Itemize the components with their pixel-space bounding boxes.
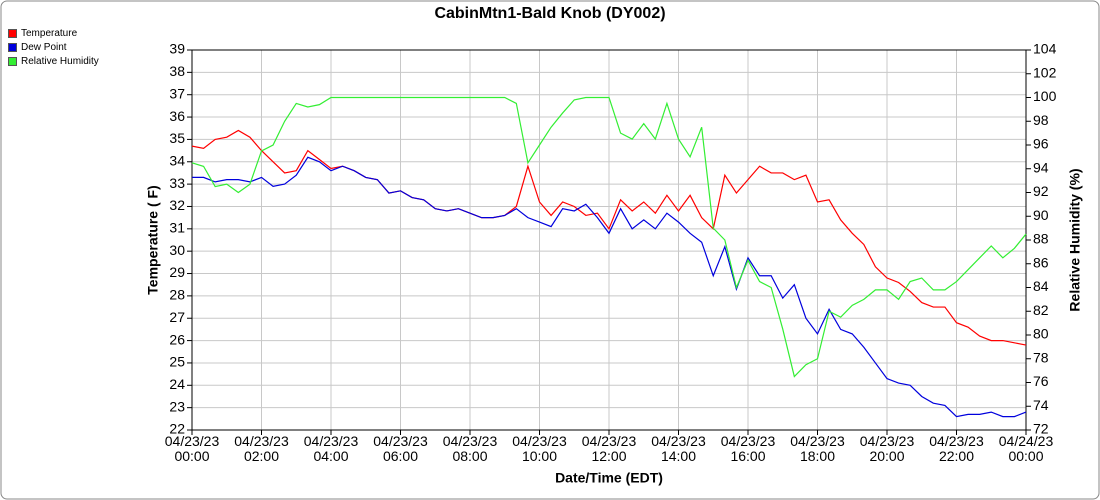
y-tick-label: 25	[169, 354, 185, 370]
y-tick-label: 23	[169, 398, 185, 414]
y-tick-label: 34	[169, 152, 185, 168]
legend-swatch	[8, 29, 17, 38]
y-tick-label: 39	[169, 41, 185, 57]
y2-tick-label: 92	[1033, 183, 1049, 199]
plot-area	[191, 49, 1027, 431]
legend-swatch	[8, 57, 17, 66]
y-tick-label: 38	[169, 63, 185, 79]
legend-label: Temperature	[21, 28, 78, 39]
y-tick-label: 22	[169, 421, 185, 437]
x-tick-label: 04/23/23 14:00	[651, 433, 706, 464]
legend-label: Dew Point	[21, 42, 67, 53]
x-tick-label: 04/23/23 04:00	[303, 433, 359, 464]
y2-tick-label: 76	[1033, 373, 1049, 389]
legend-item: Relative Humidity	[8, 56, 99, 67]
y2-tick-label: 84	[1033, 278, 1049, 294]
x-tick-label: 04/23/23 18:00	[790, 433, 845, 464]
y2-tick-label: 90	[1033, 207, 1049, 223]
y2-tick-label: 80	[1033, 326, 1049, 342]
y2-tick-label: 98	[1033, 112, 1049, 128]
y-tick-label: 36	[169, 108, 185, 124]
y2-tick-label: 102	[1033, 64, 1057, 80]
y2-tick-label: 78	[1033, 349, 1049, 365]
y2-tick-label: 94	[1033, 159, 1049, 175]
series-line	[192, 156, 1027, 418]
y-tick-label: 37	[169, 85, 185, 101]
y2-tick-label: 74	[1033, 397, 1049, 413]
y-axis-label: Temperature ( F)	[145, 185, 161, 294]
y-tick-label: 26	[169, 331, 185, 347]
legend-swatch	[8, 43, 17, 52]
y-tick-label: 28	[169, 287, 185, 303]
y-tick-label: 33	[169, 175, 185, 191]
x-tick-label: 04/23/23 22:00	[929, 433, 984, 464]
series-line	[191, 129, 1027, 346]
y-tick-label: 30	[169, 242, 185, 258]
y-tick-label: 31	[169, 220, 185, 236]
y2-tick-label: 72	[1033, 421, 1049, 437]
x-tick-label: 04/23/23 00:00	[164, 433, 220, 464]
y-tick-label: 35	[169, 130, 185, 146]
x-tick-label: 04/24/23 00:00	[998, 433, 1054, 464]
y-tick-label: 29	[169, 264, 185, 280]
x-tick-label: 04/23/23 06:00	[373, 433, 428, 464]
x-tick-label: 04/23/23 08:00	[442, 433, 498, 464]
y2-tick-label: 88	[1033, 231, 1049, 247]
y2-tick-label: 96	[1033, 136, 1049, 152]
legend-item: Temperature	[8, 28, 77, 39]
x-tick-label: 04/23/23 12:00	[581, 433, 637, 464]
x-tick-label: 04/23/23 16:00	[720, 433, 776, 464]
y-tick-label: 24	[169, 376, 185, 392]
legend-item: Dew Point	[8, 42, 67, 53]
y2-tick-label: 82	[1033, 302, 1049, 318]
x-tick-label: 04/23/23 10:00	[512, 433, 567, 464]
y2-tick-label: 100	[1033, 88, 1057, 104]
y-tick-label: 27	[169, 309, 185, 325]
y2-tick-label: 104	[1033, 41, 1057, 57]
legend-label: Relative Humidity	[21, 56, 99, 67]
series-line	[191, 96, 1027, 378]
y-tick-label: 32	[169, 197, 185, 213]
x-tick-label: 04/23/23 02:00	[234, 433, 289, 464]
y2-axis-label: Relative Humidity (%)	[1067, 168, 1083, 311]
x-axis-label: Date/Time (EDT)	[555, 470, 663, 486]
chart-title: CabinMtn1-Bald Knob (DY002)	[434, 5, 665, 22]
x-tick-label: 04/23/23 20:00	[859, 433, 915, 464]
y2-tick-label: 86	[1033, 254, 1049, 270]
